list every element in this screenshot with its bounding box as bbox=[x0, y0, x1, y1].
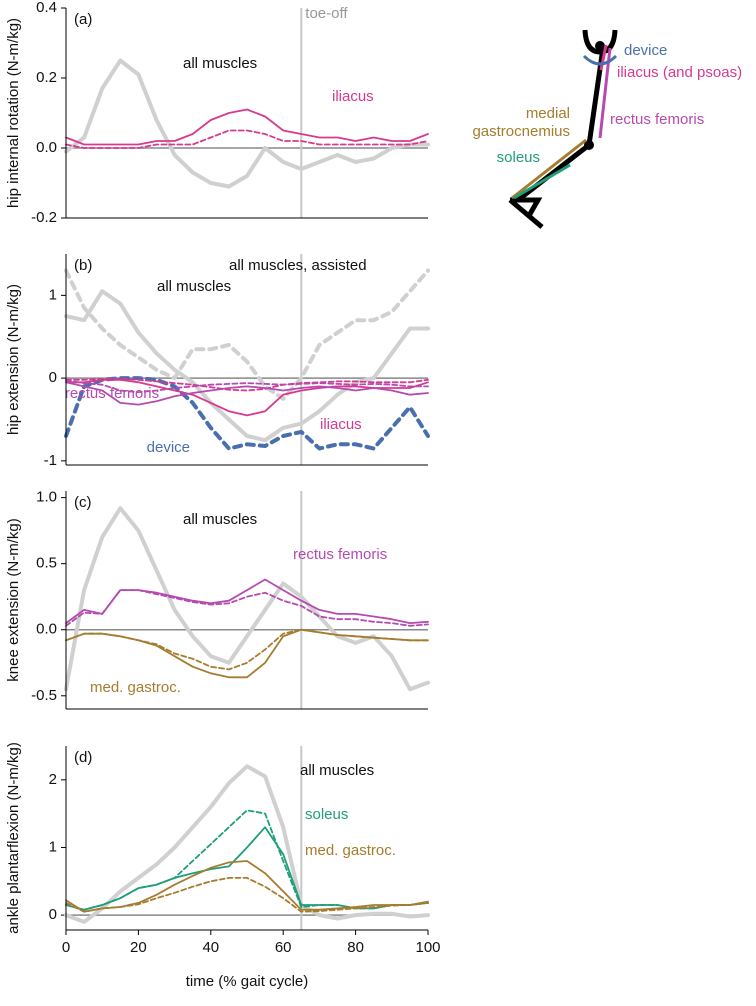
gastrocnemius-muscle bbox=[511, 138, 587, 200]
y-tick-label: 0.0 bbox=[36, 621, 57, 638]
x-tick-label: 60 bbox=[275, 939, 292, 956]
series-label: all muscles bbox=[157, 278, 231, 295]
soleus-muscle bbox=[513, 163, 571, 200]
gastrocnemius-label: medial bbox=[526, 105, 570, 122]
series-line bbox=[65, 379, 429, 394]
series-label: device bbox=[147, 439, 190, 456]
gastrocnemius-label: gastrocnemius bbox=[472, 123, 570, 140]
shank bbox=[516, 143, 591, 202]
series-label: all muscles bbox=[300, 762, 374, 779]
series-label: all muscles bbox=[183, 55, 257, 72]
knee-joint bbox=[584, 140, 594, 150]
y-axis-label: knee extension (N-m/kg) bbox=[5, 518, 22, 681]
series-line bbox=[65, 809, 429, 911]
series-line bbox=[65, 589, 429, 627]
series-label: med. gastroc. bbox=[305, 842, 396, 859]
y-tick-label: -0.2 bbox=[31, 209, 57, 226]
series-line bbox=[64, 764, 430, 924]
panel-label: (c) bbox=[74, 494, 92, 511]
device-label: device bbox=[624, 42, 667, 59]
soleus-label: soleus bbox=[497, 149, 540, 166]
leg-diagram: device iliacus (and psoas) rectus femori… bbox=[472, 29, 742, 229]
series-label: all muscles, assisted bbox=[229, 257, 367, 274]
y-tick-label: 0.5 bbox=[36, 555, 57, 572]
series-label: all muscles bbox=[183, 511, 257, 528]
series-line bbox=[65, 108, 429, 146]
series-line bbox=[64, 506, 430, 692]
x-tick-label: 100 bbox=[415, 939, 440, 956]
series-line bbox=[65, 578, 429, 624]
series-line bbox=[65, 378, 429, 417]
y-tick-label: 0.0 bbox=[36, 139, 57, 156]
series-line bbox=[64, 376, 430, 451]
panel-label: (b) bbox=[74, 257, 92, 274]
panel-label: (d) bbox=[74, 749, 92, 766]
series-line bbox=[65, 378, 429, 392]
series-line bbox=[65, 129, 429, 149]
series-line bbox=[65, 381, 429, 406]
panel-label: (a) bbox=[74, 11, 92, 28]
x-tick-label: 20 bbox=[130, 939, 147, 956]
y-tick-label: -0.5 bbox=[31, 687, 57, 704]
series-line bbox=[65, 628, 429, 671]
series-line bbox=[65, 877, 429, 913]
series-line bbox=[64, 58, 430, 189]
y-axis-label: ankle plantarflexion (N-m/kg) bbox=[5, 742, 22, 934]
series-label: rectus femoris bbox=[65, 385, 159, 402]
y-tick-label: 0 bbox=[49, 906, 57, 923]
rectus-femoris-label: rectus femoris bbox=[610, 111, 704, 128]
x-axis-label: time (% gait cycle) bbox=[186, 973, 309, 990]
y-axis-label: hip extension (N-m/kg) bbox=[5, 284, 22, 435]
series-line bbox=[64, 289, 430, 443]
y-tick-label: 1.0 bbox=[36, 489, 57, 506]
y-tick-label: 2 bbox=[49, 771, 57, 788]
series-label: iliacus bbox=[332, 88, 374, 105]
y-tick-label: 1 bbox=[49, 286, 57, 303]
y-axis-label: hip internal rotation (N-m/kg) bbox=[5, 18, 22, 208]
hip-joint bbox=[595, 41, 605, 51]
y-tick-label: 0.4 bbox=[36, 0, 57, 16]
device-arrow bbox=[582, 54, 618, 66]
toe-off-label: toe-off bbox=[305, 5, 348, 22]
series-label: soleus bbox=[305, 806, 348, 823]
x-tick-label: 40 bbox=[202, 939, 219, 956]
series-label: iliacus bbox=[320, 416, 362, 433]
y-tick-label: 1 bbox=[49, 838, 57, 855]
series-line bbox=[65, 860, 429, 913]
foot bbox=[508, 197, 544, 229]
x-tick-label: 0 bbox=[62, 939, 70, 956]
iliacus-label: iliacus (and psoas) bbox=[617, 64, 742, 81]
x-tick-label: 80 bbox=[347, 939, 364, 956]
series-line bbox=[64, 268, 430, 401]
series-label: rectus femoris bbox=[293, 546, 387, 563]
series-label: med. gastroc. bbox=[90, 679, 181, 696]
y-tick-label: -1 bbox=[44, 452, 57, 469]
y-tick-label: 0 bbox=[49, 369, 57, 386]
iliacus-muscle bbox=[599, 44, 608, 71]
y-tick-label: 0.2 bbox=[36, 69, 57, 86]
